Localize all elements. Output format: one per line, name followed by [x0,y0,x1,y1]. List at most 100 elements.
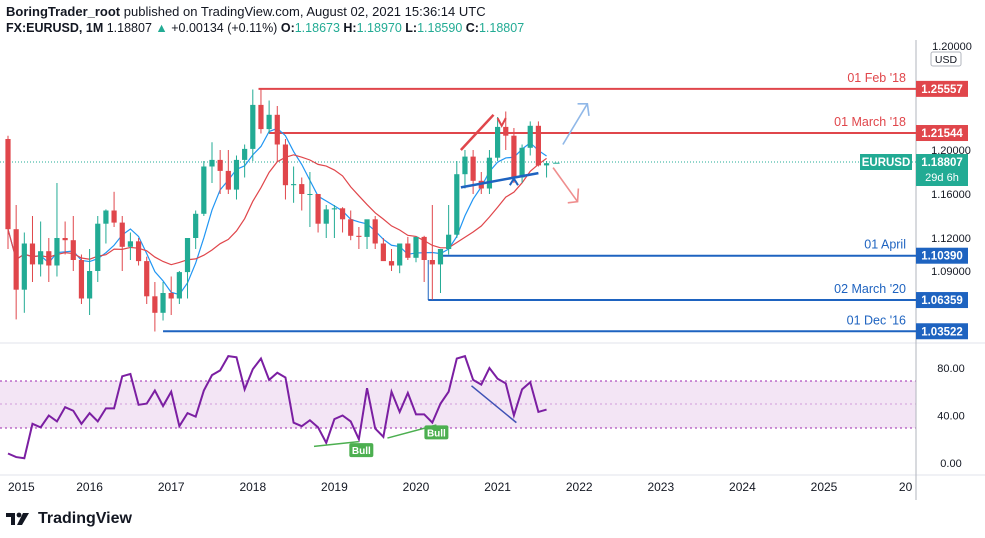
level-price-text: 1.06359 [921,295,963,307]
candle-body [46,251,52,266]
candle-body [62,238,68,241]
candle-body [446,234,452,249]
time-axis[interactable]: 2015 2016 2017 2018 2019 2020 2021 2022 2023 2024… [8,480,913,494]
last-price-countdown: 29d 6h [925,172,959,184]
candle-body [339,208,346,220]
level-price-box [916,323,968,340]
low-value: 1.18590 [417,21,463,35]
time-tick-label: 2023 [647,480,674,494]
bearish-arrowhead [567,188,580,204]
level-label: 01 March '18 [834,115,906,129]
level-label: 01 Feb '18 [847,71,906,85]
symbol-badge-text: EURUSD [862,157,911,169]
support-trendline [460,171,539,189]
candle-body [70,240,76,260]
candle-body [119,222,125,247]
time-tick-label: 2021 [484,480,511,494]
time-tick-label: 20 [899,480,913,494]
close-value: 1.18807 [478,21,525,35]
bearish-arrow [552,167,579,203]
candle-body [242,148,248,160]
candle-body [503,126,509,136]
bull-badge [349,443,374,458]
candle-body [176,272,182,299]
time-tick-label: 2018 [239,480,266,494]
candle-body [13,229,19,290]
time-tick-label: 2016 [76,480,103,494]
chart-publisher-line: BoringTrader_root published on TradingVi… [6,4,486,19]
tradingview-brand: TradingView [38,510,132,527]
bear-divergence [471,385,517,424]
last-price-value: 1.18807 [106,21,152,35]
candle-body [405,243,411,258]
candle-body [29,243,36,265]
bullish-arrowhead [577,103,590,117]
candle-body [380,243,386,262]
candle-body [225,170,231,190]
candle-body [462,156,468,175]
time-tick-label: 2022 [566,480,593,494]
last-price-box-value: 1.18807 [921,157,963,169]
candle-body [87,271,93,299]
time-tick-label: 2020 [403,480,430,494]
bottom-marker [508,176,519,186]
candle-body [315,194,321,224]
candle-body [266,114,272,130]
tradingview-icon [6,512,29,525]
candle-body [348,219,354,236]
level-price-text: 1.21544 [921,128,963,140]
level-price-box [916,125,968,142]
candle-body [291,184,297,186]
candle-body [519,147,525,178]
price-tick-top: 1.20000 [932,41,972,53]
tradingview-logo[interactable]: TradingView [6,510,132,528]
candle-body [421,236,427,260]
candle-body [331,208,337,210]
rsi-line [7,354,547,460]
rsi-axis[interactable]: 80.00 40.00 0.00 [937,363,965,470]
candle-body [54,238,60,266]
candle-body [388,261,395,266]
candle-body [454,174,460,235]
bull-badge-text: Bull [352,446,371,457]
candle-body [95,223,101,271]
level-price-text: 1.03522 [921,326,963,338]
rsi-tick-label: 0.00 [940,458,961,470]
candle-body [274,114,280,145]
candle-body [527,125,533,148]
publisher-name: BoringTrader_root [6,4,121,19]
level-label: 01 April [864,238,906,252]
change-value: +0.00134 (+0.11%) [171,21,278,35]
high-label: H: [343,21,357,35]
candle-body [258,104,264,130]
last-price-box [916,154,968,186]
ohlc-legend: FX:EURUSD, 1M 1.18807 ▲ +0.00134 (+0.11%… [6,21,524,35]
candle-body [233,159,240,190]
candle-body [397,243,403,266]
candle-body [364,219,370,237]
time-tick-label: 2015 [8,480,35,494]
candle-body [168,293,174,299]
candle-body [135,241,142,262]
time-tick-label: 2019 [321,480,348,494]
candle-body [160,293,166,313]
level-price-box [916,247,968,264]
time-tick-label: 2017 [158,480,185,494]
candle-body [144,261,150,297]
symbol-label: FX:EURUSD, 1M [6,21,104,35]
candle-body [152,296,158,313]
price-tick-label: 1.09000 [931,266,971,278]
currency-box[interactable] [930,51,962,67]
candle-body [486,157,493,189]
level-label: 01 Dec '16 [847,313,906,327]
candle-body [470,156,476,181]
price-tick-label: 1.16000 [931,189,971,201]
candle-body [543,163,550,166]
bull-divergence-1 [313,440,359,448]
published-text: published on TradingView.com, August 02,… [123,4,486,19]
candle-body [413,236,419,258]
time-tick-label: 2025 [811,480,838,494]
currency-label: USD [935,54,958,66]
